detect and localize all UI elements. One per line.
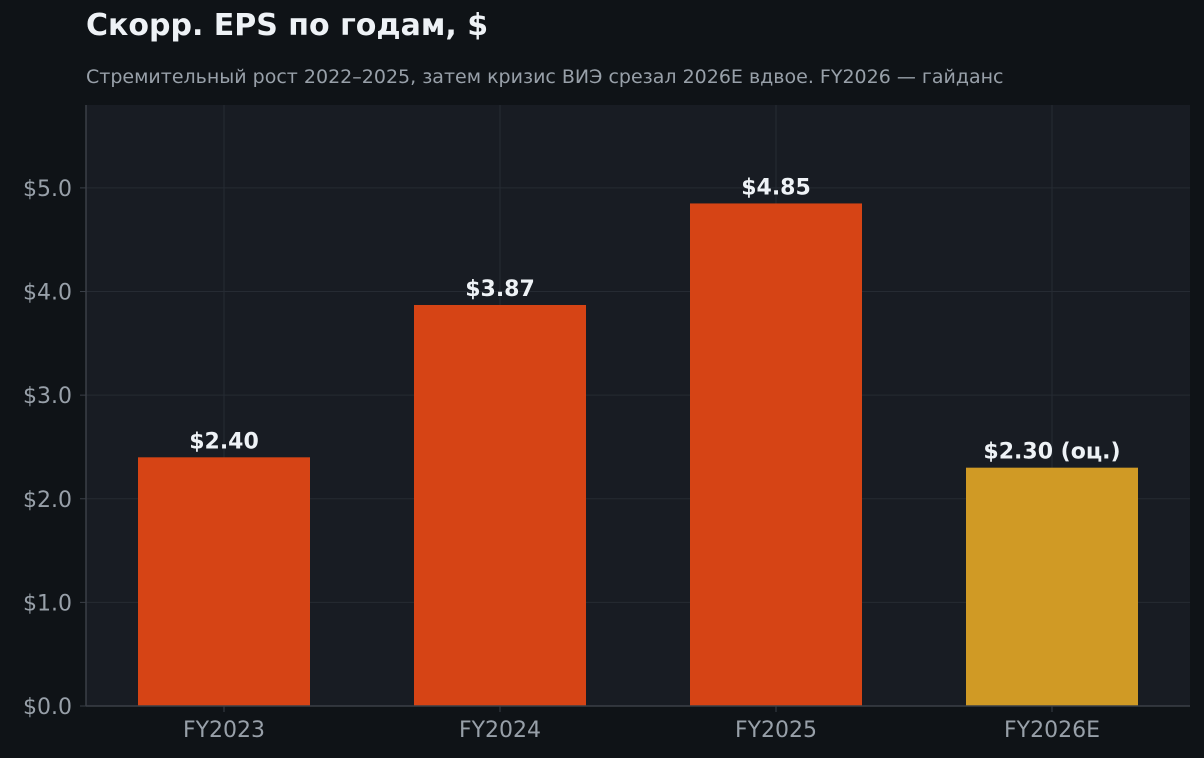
y-tick-label: $0.0 bbox=[23, 695, 72, 720]
x-tick-label: FY2024 bbox=[459, 718, 541, 743]
y-tick-label: $3.0 bbox=[23, 384, 72, 409]
y-tick-label: $4.0 bbox=[23, 281, 72, 306]
x-tick-label: FY2026E bbox=[1004, 718, 1100, 743]
bar-value-label: $2.40 bbox=[189, 429, 259, 454]
bar-value-label: $3.87 bbox=[465, 277, 535, 302]
bar bbox=[690, 203, 862, 707]
x-tick-label: FY2023 bbox=[183, 718, 265, 743]
y-tick-label: $1.0 bbox=[23, 591, 72, 616]
chart-subtitle: Стремительный рост 2022–2025, затем криз… bbox=[86, 66, 1004, 88]
y-tick-label: $5.0 bbox=[23, 177, 72, 202]
bar bbox=[414, 304, 586, 706]
x-tick-label: FY2025 bbox=[735, 718, 817, 743]
bar bbox=[966, 467, 1138, 706]
y-tick-label: $2.0 bbox=[23, 488, 72, 513]
bar-value-label: $2.30 (оц.) bbox=[983, 440, 1120, 465]
chart-title: Скорр. EPS по годам, $ bbox=[86, 8, 489, 43]
bar-value-label: $4.85 bbox=[741, 175, 811, 200]
bar bbox=[138, 457, 310, 706]
